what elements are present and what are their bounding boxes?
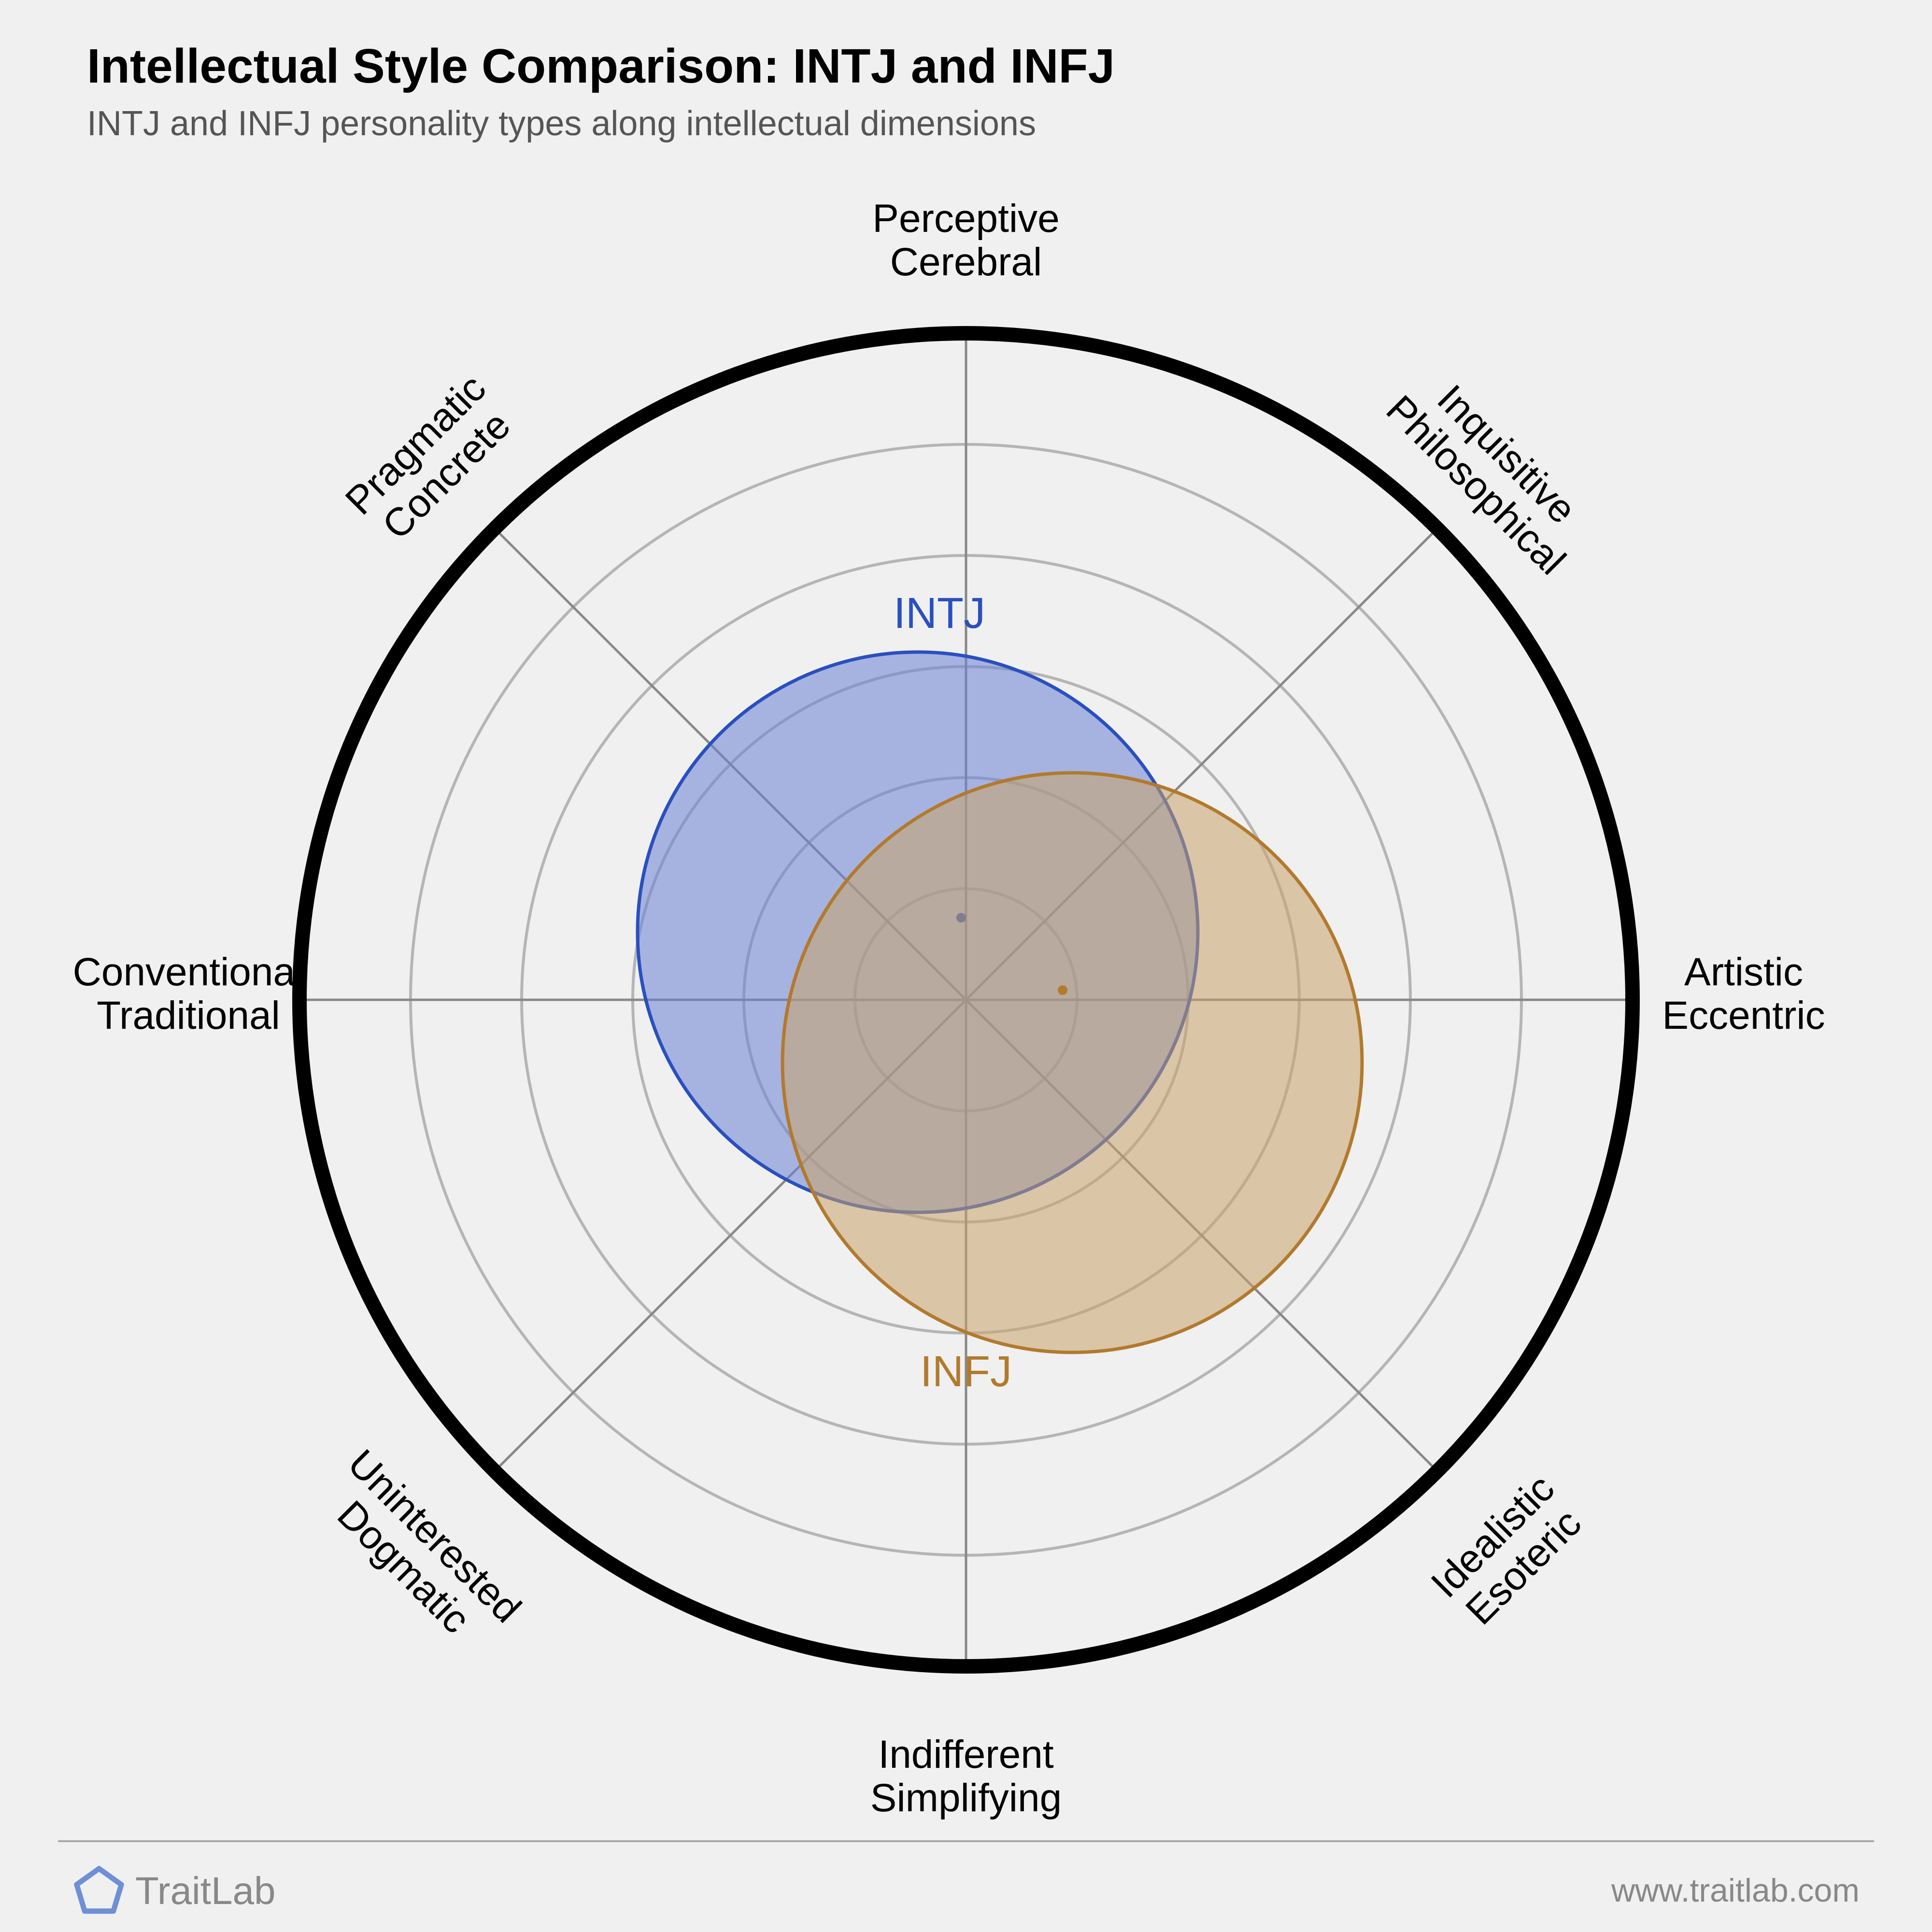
traitlab-logo-icon (72, 1864, 126, 1918)
svg-text:INFJ: INFJ (920, 1348, 1012, 1396)
footer-url: www.traitlab.com (1611, 1872, 1860, 1909)
svg-text:Indifferent: Indifferent (878, 1733, 1053, 1776)
svg-text:Traditional: Traditional (97, 994, 280, 1037)
page: Intellectual Style Comparison: INTJ and … (0, 0, 1932, 1932)
svg-text:Cerebral: Cerebral (890, 240, 1042, 284)
svg-text:Artistic: Artistic (1684, 950, 1803, 994)
brand-name: TraitLab (135, 1869, 276, 1913)
svg-text:Simplifying: Simplifying (870, 1776, 1062, 1820)
svg-text:INTJ: INTJ (894, 589, 985, 638)
footer-brand: TraitLab (72, 1864, 276, 1918)
footer-divider (58, 1840, 1874, 1842)
svg-text:Perceptive: Perceptive (872, 197, 1059, 241)
svg-text:Eccentric: Eccentric (1662, 994, 1825, 1037)
svg-text:Conventional: Conventional (73, 950, 304, 994)
radar-chart: INTJINFJPerceptiveCerebralInquisitivePhi… (0, 0, 1932, 1932)
